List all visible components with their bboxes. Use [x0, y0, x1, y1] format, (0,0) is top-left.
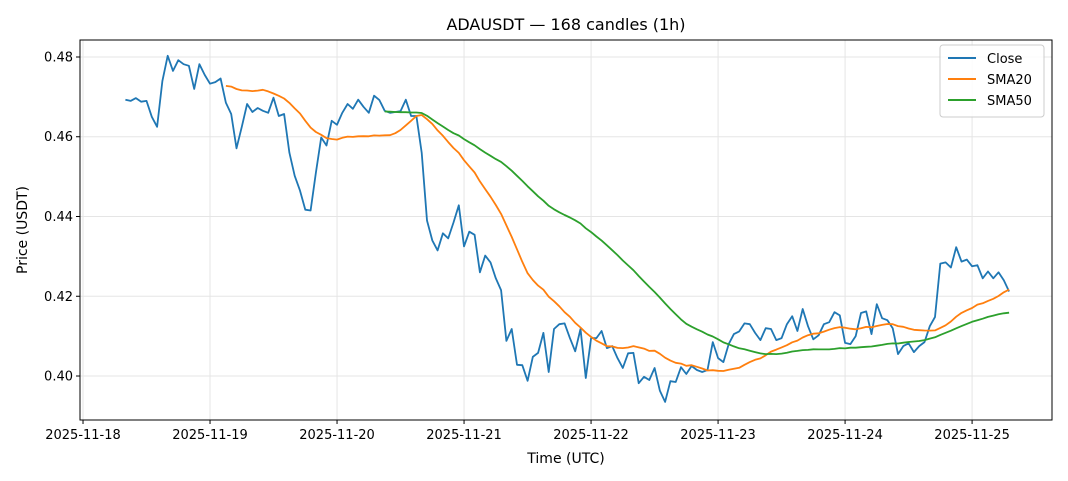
y-tick-label: 0.48 — [44, 50, 73, 65]
x-tick-label: 2025-11-25 — [934, 428, 1010, 443]
chart-title: ADAUSDT — 168 candles (1h) — [446, 15, 685, 34]
x-axis-label: Time (UTC) — [526, 451, 604, 467]
x-tick-label: 2025-11-21 — [426, 428, 502, 443]
x-tick-label: 2025-11-19 — [172, 428, 248, 443]
y-tick-label: 0.44 — [44, 210, 73, 225]
sma20-line — [225, 85, 1010, 372]
legend-label-sma20: SMA20 — [987, 73, 1032, 88]
plot-frame — [79, 39, 1053, 421]
x-tick-label: 2025-11-23 — [680, 428, 756, 443]
sma50-line — [384, 110, 1010, 355]
legend-label-close: Close — [987, 52, 1022, 67]
legend: Close SMA20 SMA50 — [939, 44, 1045, 118]
y-tick-label: 0.40 — [44, 370, 73, 385]
x-tick-label: 2025-11-22 — [553, 428, 629, 443]
legend-label-sma50: SMA50 — [987, 94, 1032, 109]
y-tick-label: 0.42 — [44, 290, 73, 305]
x-tick-label: 2025-11-18 — [45, 428, 121, 443]
x-tick-label: 2025-11-20 — [299, 428, 375, 443]
x-tick-label: 2025-11-24 — [807, 428, 883, 443]
y-axis-label: Price (USDT) — [15, 186, 31, 274]
y-tick-label: 0.46 — [44, 130, 73, 145]
close-line — [125, 54, 1010, 403]
